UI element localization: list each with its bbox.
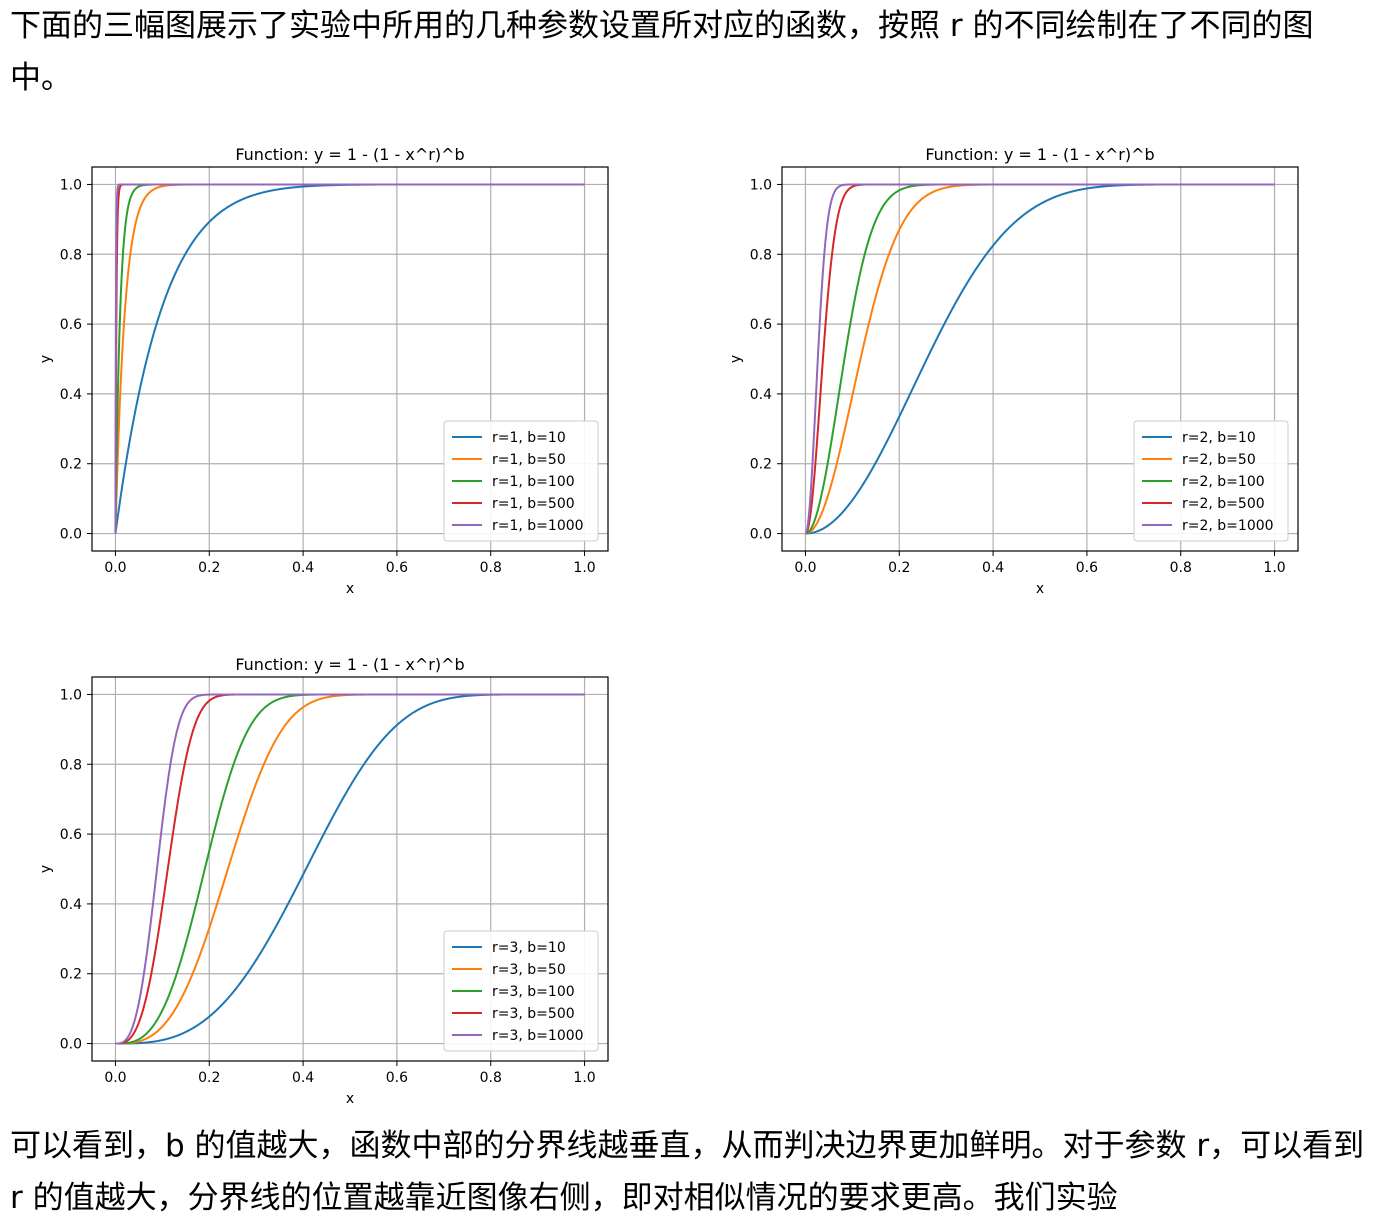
x-tick-label: 0.4 <box>982 560 1004 576</box>
y-tick-label: 0.2 <box>60 457 82 473</box>
y-tick-label: 0.4 <box>60 897 82 913</box>
y-tick-label: 1.0 <box>750 177 772 193</box>
chart-r3: Function: y = 1 - (1 - x^r)^b 0.0 0.2 0.4 0.… <box>38 655 609 1107</box>
legend-entry: r=3, b=10 <box>492 940 566 956</box>
legend: r=1, b=10 r=1, b=50 r=1, b=100 r=1, b=500 r=… <box>443 420 599 542</box>
y-axis-label: y <box>728 355 744 363</box>
legend: r=3, b=10 r=3, b=50 r=3, b=100 r=3, b=500 r=… <box>443 930 599 1052</box>
x-axis-label: x <box>1036 581 1044 597</box>
chart-title: Function: y = 1 - (1 - x^r)^b <box>235 145 464 164</box>
legend-entry: r=2, b=1000 <box>1182 518 1274 534</box>
y-tick-label: 0.2 <box>750 457 772 473</box>
legend-entry: r=1, b=10 <box>492 430 566 446</box>
plot-frame <box>781 166 1299 552</box>
plot-frame <box>91 166 609 552</box>
legend-entry: r=2, b=10 <box>1182 430 1256 446</box>
x-tick-label: 1.0 <box>573 1070 595 1086</box>
legend-box <box>443 930 599 1052</box>
chart-title: Function: y = 1 - (1 - x^r)^b <box>925 145 1154 164</box>
analysis-paragraph: 可以看到，b 的值越大，函数中部的分界线越垂直，从而判决边界更加鲜明。对于参数 … <box>10 1128 1365 1216</box>
y-tick-label: 0.6 <box>60 827 82 843</box>
legend-entry: r=3, b=500 <box>492 1006 575 1022</box>
x-tick-label: 0.8 <box>480 560 502 576</box>
legend-entry: r=3, b=100 <box>492 984 575 1000</box>
x-tick-label: 0.4 <box>292 560 314 576</box>
x-tick-label: 1.0 <box>573 560 595 576</box>
x-axis-label: x <box>346 1091 354 1107</box>
y-axis-label: y <box>38 865 54 873</box>
x-tick-label: 0.0 <box>794 560 816 576</box>
y-tick-label: 0.6 <box>60 317 82 333</box>
y-axis-label: y <box>38 355 54 363</box>
x-tick-label: 0.6 <box>386 560 408 576</box>
y-tick-label: 0.8 <box>60 757 82 773</box>
y-tick-label: 0.8 <box>60 247 82 263</box>
legend-entry: r=2, b=50 <box>1182 452 1256 468</box>
chart-r2: Function: y = 1 - (1 - x^r)^b 0.0 0.2 0.4 0.… <box>728 145 1299 597</box>
series-line-b1000 <box>114 693 586 1045</box>
x-tick-label: 0.2 <box>888 560 910 576</box>
y-tick-label: 0.0 <box>60 1037 82 1053</box>
y-tick-label: 0.0 <box>60 527 82 543</box>
x-tick-label: 1.0 <box>1263 560 1285 576</box>
y-tick-label: 0.4 <box>60 387 82 403</box>
y-tick-label: 0.2 <box>60 967 82 983</box>
x-tick-label: 0.6 <box>1076 560 1098 576</box>
chart-title: Function: y = 1 - (1 - x^r)^b <box>235 655 464 674</box>
legend-entry: r=1, b=1000 <box>492 518 584 534</box>
series-line-b1000 <box>804 183 1276 535</box>
legend: r=2, b=10 r=2, b=50 r=2, b=100 r=2, b=500 r=… <box>1133 420 1289 542</box>
legend-entry: r=1, b=100 <box>492 474 575 490</box>
legend-entry: r=3, b=1000 <box>492 1028 584 1044</box>
legend-box <box>443 420 599 542</box>
x-tick-label: 0.2 <box>198 1070 220 1086</box>
y-tick-label: 0.4 <box>750 387 772 403</box>
legend-entry: r=2, b=500 <box>1182 496 1265 512</box>
y-tick-label: 0.0 <box>750 527 772 543</box>
x-tick-label: 0.2 <box>198 560 220 576</box>
x-tick-label: 0.8 <box>1170 560 1192 576</box>
x-tick-label: 0.0 <box>104 1070 126 1086</box>
legend-box <box>1133 420 1289 542</box>
y-tick-label: 1.0 <box>60 177 82 193</box>
legend-entry: r=3, b=50 <box>492 962 566 978</box>
y-tick-label: 0.6 <box>750 317 772 333</box>
chart-r1: Function: y = 1 - (1 - x^r)^b 0.0 0.2 0.4 0.… <box>38 145 609 597</box>
y-tick-label: 0.8 <box>750 247 772 263</box>
plot-frame <box>91 676 609 1062</box>
intro-paragraph: 下面的三幅图展示了实验中所用的几种参数设置所对应的函数，按照 r 的不同绘制在了… <box>10 8 1314 96</box>
series-line-b1000 <box>114 183 586 534</box>
y-tick-label: 1.0 <box>60 687 82 703</box>
legend-entry: r=1, b=500 <box>492 496 575 512</box>
x-tick-label: 0.6 <box>386 1070 408 1086</box>
x-tick-label: 0.8 <box>480 1070 502 1086</box>
x-axis-label: x <box>346 581 354 597</box>
legend-entry: r=2, b=100 <box>1182 474 1265 490</box>
x-tick-label: 0.4 <box>292 1070 314 1086</box>
legend-entry: r=1, b=50 <box>492 452 566 468</box>
x-tick-label: 0.0 <box>104 560 126 576</box>
